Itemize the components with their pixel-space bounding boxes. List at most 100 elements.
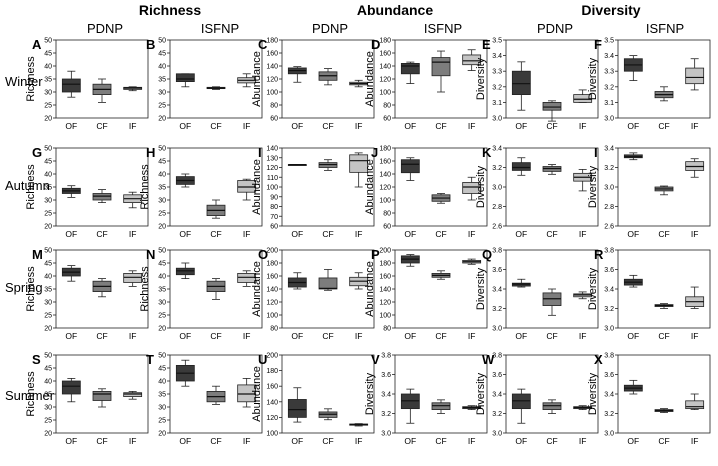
box-if <box>685 286 705 309</box>
x-tick-label: OF <box>515 331 527 341</box>
season-label: Spring <box>5 280 43 295</box>
box-iqr <box>237 384 257 403</box>
y-tick-label: 100 <box>379 198 391 205</box>
y-tick-label: 50 <box>44 353 52 360</box>
box-of <box>400 254 420 267</box>
box-cf <box>654 408 674 413</box>
x-tick-label: CF <box>96 331 107 341</box>
y-axis-label: Abundance <box>251 261 263 317</box>
x-tick-label: IF <box>129 121 137 131</box>
y-axis-label: Diversity <box>587 267 599 310</box>
plot-frame <box>281 354 375 434</box>
y-tick-label: 40 <box>44 379 52 386</box>
y-tick-label: 100 <box>379 313 391 320</box>
box-iqr <box>685 67 705 85</box>
plot-frame <box>617 39 711 119</box>
y-tick-label: 120 <box>379 77 391 84</box>
panel-letter: U <box>258 352 267 367</box>
x-tick-label: IF <box>579 229 587 239</box>
y-tick-label: 180 <box>266 38 278 45</box>
x-tick-label: IF <box>129 229 137 239</box>
y-tick-label: 35 <box>44 185 52 192</box>
y-tick-label: 20 <box>44 224 52 231</box>
y-tick-label: 25 <box>158 103 166 110</box>
group-title-diversity: Diversity <box>581 2 640 18</box>
y-tick-label: 140 <box>266 399 278 406</box>
y-tick-label: 40 <box>158 64 166 71</box>
y-tick-label: 180 <box>266 261 278 268</box>
y-tick-label: 180 <box>266 368 278 375</box>
x-tick-label: OF <box>515 121 527 131</box>
y-axis-label: Diversity <box>475 57 487 100</box>
x-tick-label: IF <box>355 436 363 446</box>
x-tick-label: OF <box>179 436 191 446</box>
x-tick-label: OF <box>65 121 77 131</box>
y-tick-label: 3.6 <box>492 267 502 274</box>
box-of <box>175 73 195 88</box>
box-iqr <box>237 180 257 193</box>
y-tick-label: 3.6 <box>492 372 502 379</box>
panel-letter: T <box>146 352 154 367</box>
y-tick-label: 50 <box>158 146 166 153</box>
y-tick-label: 3.3 <box>604 69 614 76</box>
x-tick-label: OF <box>291 331 303 341</box>
y-tick-label: 40 <box>158 274 166 281</box>
plot-frame <box>617 249 711 329</box>
box-of <box>511 388 531 424</box>
box-cf <box>318 408 338 421</box>
box-cf <box>654 86 674 102</box>
y-tick-label: 160 <box>266 384 278 391</box>
box-iqr <box>237 272 257 283</box>
box-if <box>462 405 482 411</box>
x-tick-label: CF <box>210 229 221 239</box>
x-tick-label: IF <box>468 436 476 446</box>
box-of <box>175 262 195 280</box>
x-tick-label: OF <box>65 436 77 446</box>
y-axis-label: Diversity <box>364 372 376 415</box>
y-tick-label: 100 <box>379 90 391 97</box>
box-cf <box>654 185 674 196</box>
y-tick-label: 3.2 <box>604 165 614 172</box>
box-of <box>175 173 195 188</box>
site-label-pdnp-richness: PDNP <box>87 21 123 36</box>
x-tick-label: OF <box>627 121 639 131</box>
panel-letter: B <box>146 37 155 52</box>
y-tick-label: 30 <box>158 300 166 307</box>
box-iqr <box>287 399 307 418</box>
box-iqr <box>92 193 112 201</box>
x-tick-label: IF <box>129 331 137 341</box>
x-tick-label: CF <box>210 436 221 446</box>
y-tick-label: 160 <box>379 159 391 166</box>
x-tick-label: OF <box>65 331 77 341</box>
y-tick-label: 200 <box>266 248 278 255</box>
y-axis-label: Richness <box>139 266 151 312</box>
y-tick-label: 3.4 <box>492 392 502 399</box>
group-title-abundance: Abundance <box>357 2 433 18</box>
y-tick-label: 35 <box>158 287 166 294</box>
y-tick-label: 3.0 <box>604 431 614 438</box>
panel-r: R Diversity 3.0 3.2 3.4 3.6 3.8 OF CF IF <box>587 247 711 341</box>
panel-g: G Richness 20 25 30 35 40 45 50 OF CF IF <box>25 145 149 239</box>
panel-k: K Diversity 2.6 2.8 3.0 3.2 3.4 OF CF IF <box>475 145 599 239</box>
x-tick-label: CF <box>658 229 669 239</box>
y-tick-label: 60 <box>270 116 278 123</box>
x-tick-label: OF <box>404 331 416 341</box>
panel-letter: V <box>371 352 380 367</box>
panel-t: T 20 25 30 35 40 45 50 OF CF IF <box>146 352 263 446</box>
panel-letter: H <box>146 145 155 160</box>
box-cf <box>431 50 451 93</box>
box-iqr <box>542 102 562 111</box>
box-cf <box>542 288 562 316</box>
y-axis-label: Richness <box>25 56 37 102</box>
x-tick-label: IF <box>691 121 699 131</box>
panel-x: X Diversity 3.0 3.2 3.4 3.6 3.8 OF CF IF <box>587 352 711 446</box>
box-of <box>400 388 420 424</box>
y-tick-label: 40 <box>44 64 52 71</box>
box-cf <box>431 270 451 280</box>
x-tick-label: IF <box>355 229 363 239</box>
panel-b: B 20 25 30 35 40 45 50 OF CF IF <box>146 37 263 131</box>
box-of <box>623 274 643 288</box>
